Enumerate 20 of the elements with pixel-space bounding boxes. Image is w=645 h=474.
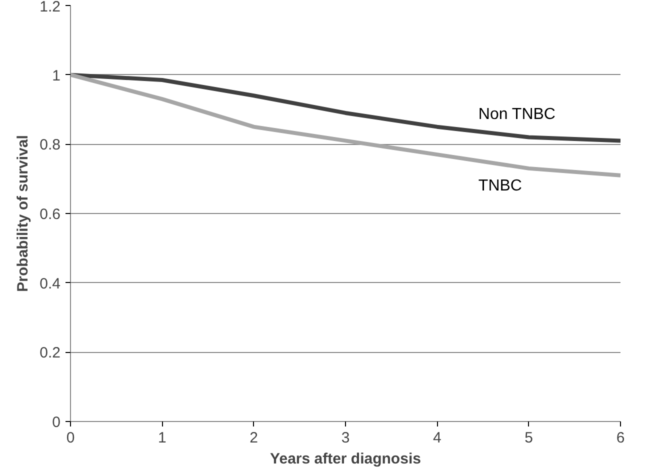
series-label: TNBC	[478, 177, 522, 194]
x-tick-label: 0	[66, 430, 75, 446]
y-tick-label: 0.6	[40, 206, 61, 223]
line-series	[70, 72, 620, 143]
y-tick-label: 0.4	[40, 275, 61, 292]
line-series	[70, 72, 620, 178]
y-axis-title: Probability of survival	[14, 135, 32, 292]
x-tick-label: 1	[158, 430, 166, 446]
x-tick-label: 3	[341, 430, 350, 446]
series-label: Non TNBC	[478, 106, 556, 124]
y-tick-label: 1.2	[40, 0, 61, 16]
y-tick-label: 1	[52, 67, 60, 84]
x-tick-label: 4	[432, 430, 442, 446]
x-axis-title: Years after diagnosis	[270, 450, 421, 468]
x-tick-label: 2	[250, 430, 258, 446]
y-tick-label: 0.8	[40, 136, 61, 154]
x-tick-label: 5	[524, 430, 534, 446]
y-tick-label: 0	[52, 414, 60, 431]
x-tick-label: 6	[616, 430, 625, 446]
y-tick-label: 0.2	[40, 344, 61, 362]
